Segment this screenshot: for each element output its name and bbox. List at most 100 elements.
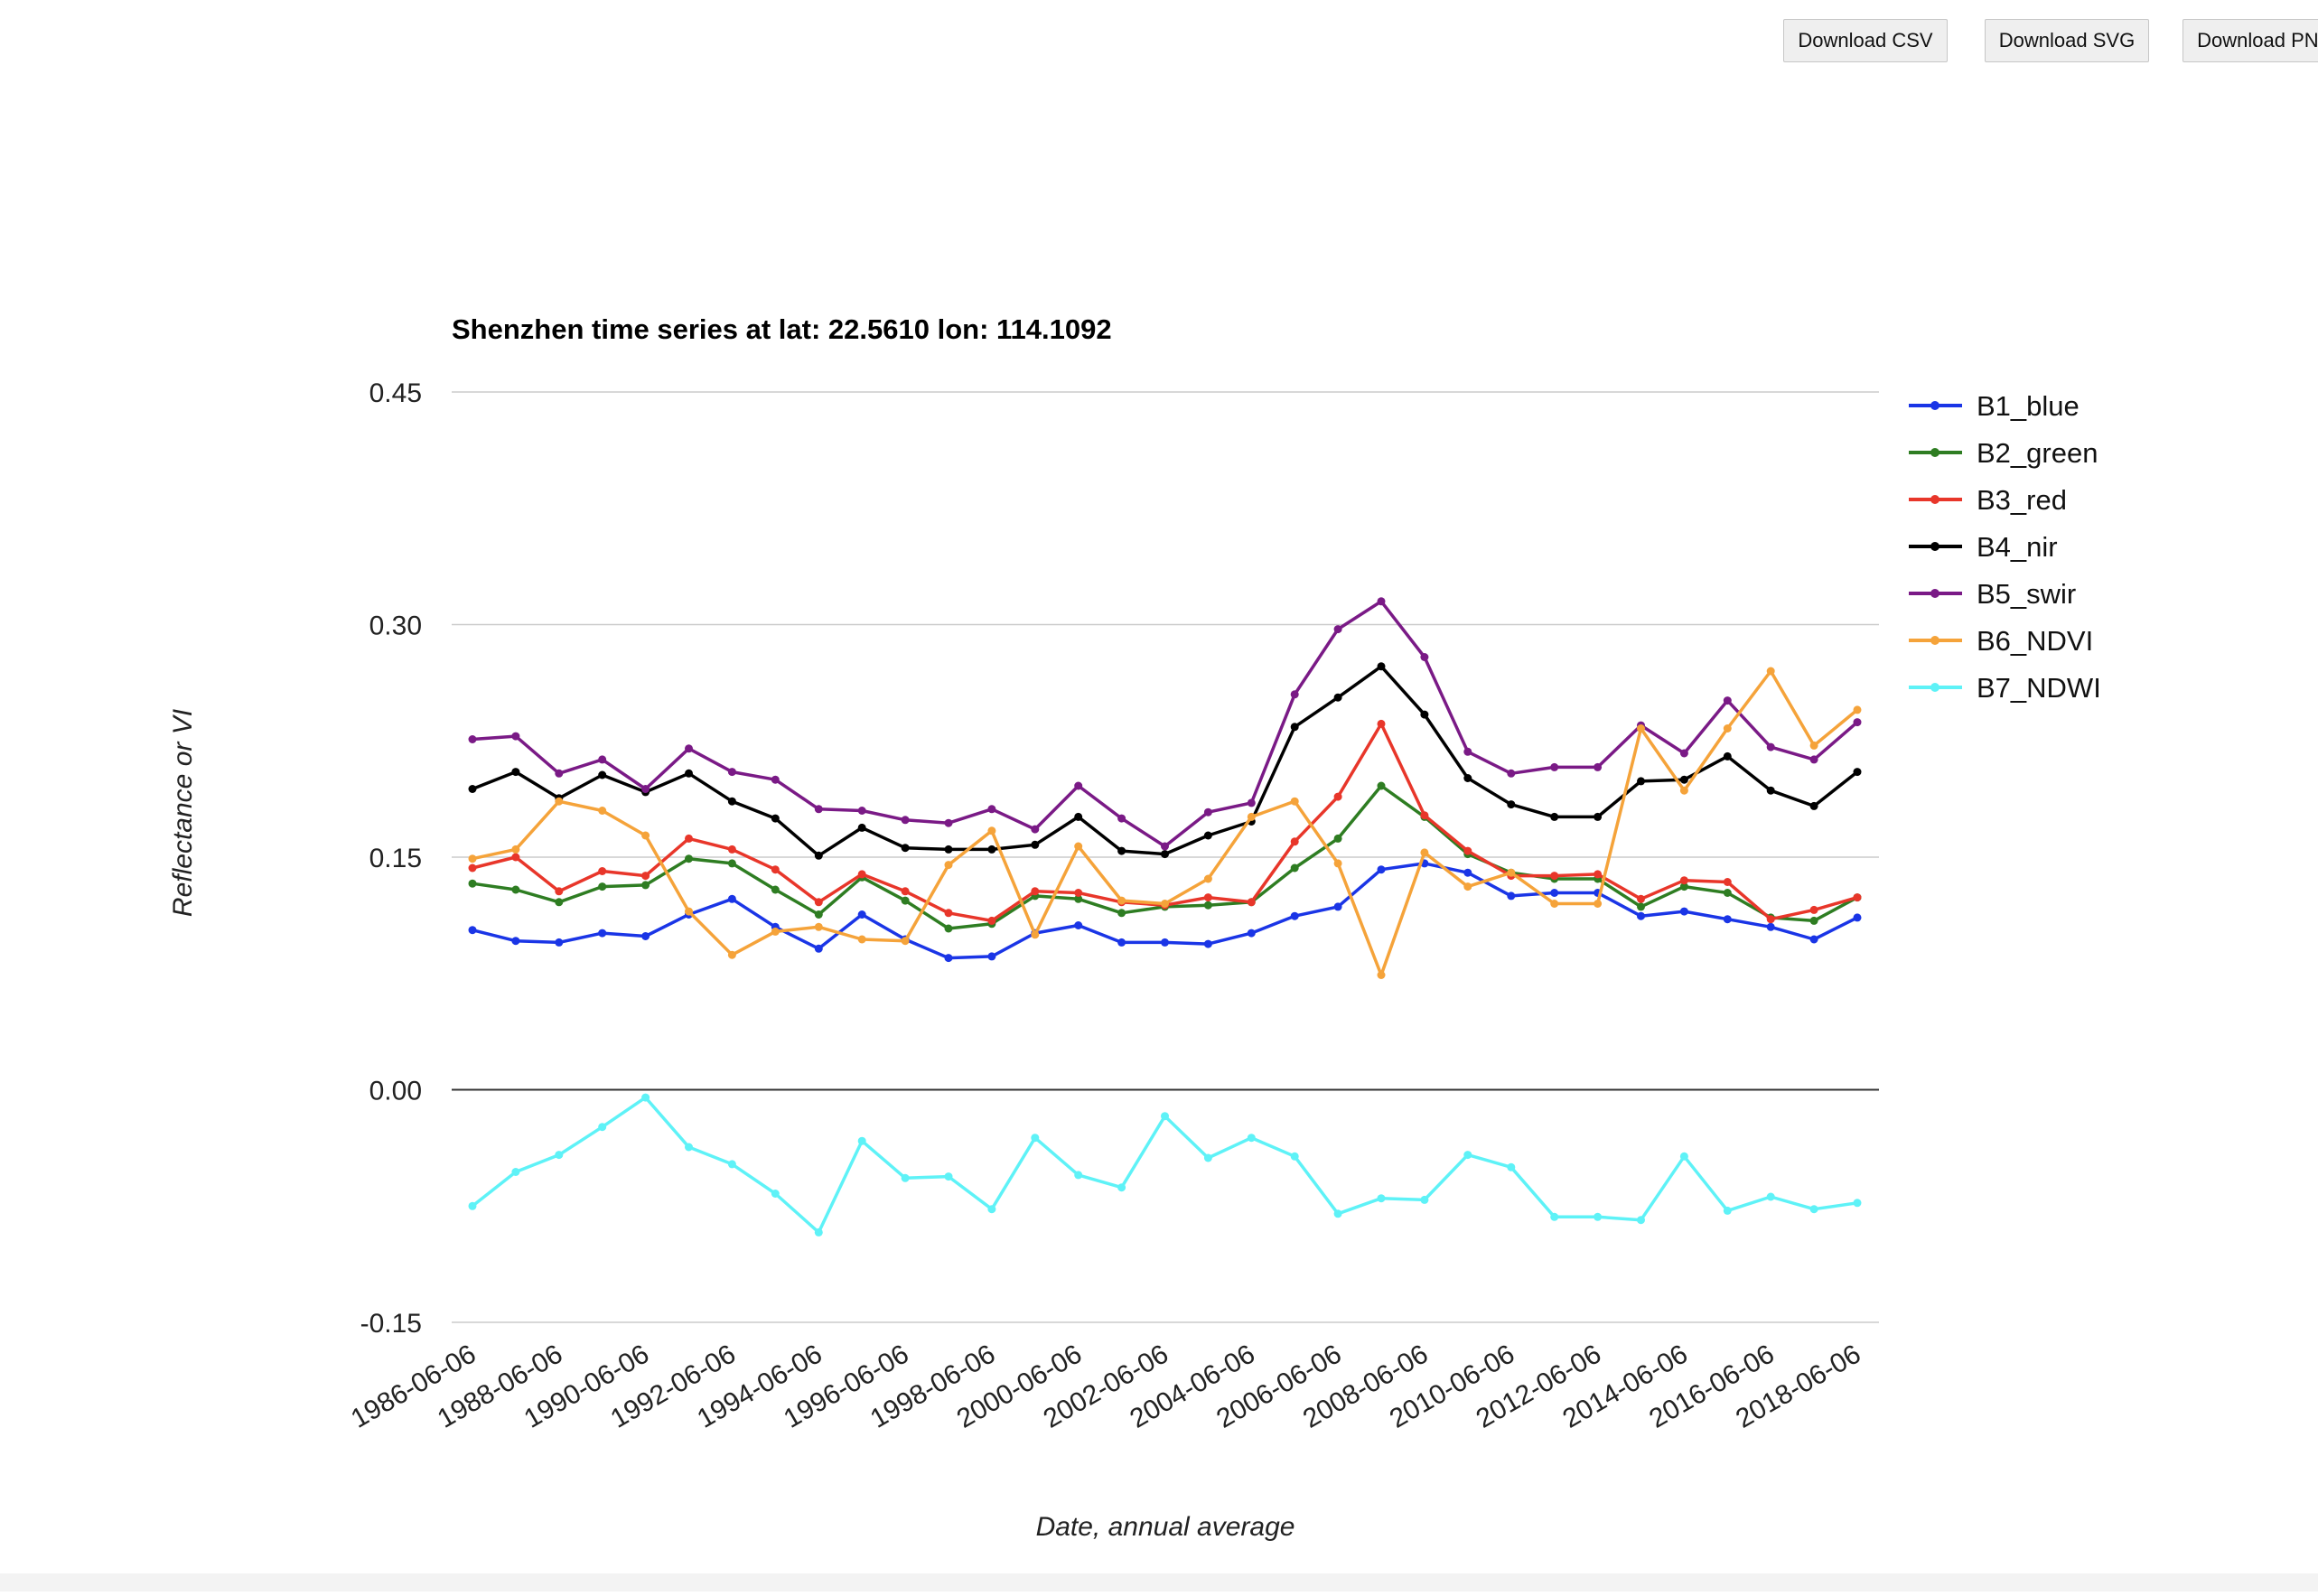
data-point[interactable] [1679, 786, 1688, 795]
data-point[interactable] [1377, 597, 1386, 606]
data-point[interactable] [1766, 786, 1775, 795]
data-point[interactable] [901, 1173, 910, 1182]
data-point[interactable] [1809, 935, 1818, 944]
data-point[interactable] [1637, 894, 1645, 903]
data-point[interactable] [1809, 801, 1818, 810]
legend-item[interactable]: B4_nir [1909, 531, 2058, 563]
data-point[interactable] [1809, 755, 1818, 764]
data-point[interactable] [598, 755, 607, 764]
data-point[interactable] [1031, 840, 1040, 849]
data-point[interactable] [944, 954, 953, 963]
data-point[interactable] [1594, 870, 1603, 879]
data-point[interactable] [1074, 812, 1083, 821]
data-point[interactable] [901, 844, 910, 853]
data-point[interactable] [1420, 848, 1429, 857]
data-point[interactable] [641, 1093, 650, 1102]
data-point[interactable] [641, 785, 650, 793]
data-point[interactable] [944, 818, 953, 827]
data-point[interactable] [1679, 907, 1688, 916]
data-point[interactable] [1550, 1212, 1559, 1221]
data-point[interactable] [1247, 929, 1256, 938]
data-point[interactable] [1550, 872, 1559, 881]
data-point[interactable] [857, 1136, 866, 1145]
legend-item[interactable]: B3_red [1909, 484, 2067, 516]
data-point[interactable] [1463, 747, 1472, 756]
data-point[interactable] [857, 807, 866, 815]
legend-item[interactable]: B2_green [1909, 437, 2098, 469]
data-point[interactable] [1377, 971, 1386, 979]
data-point[interactable] [1117, 814, 1126, 823]
data-point[interactable] [987, 805, 996, 814]
data-point[interactable] [468, 785, 477, 793]
data-point[interactable] [814, 944, 823, 953]
data-point[interactable] [1031, 930, 1040, 939]
data-point[interactable] [1679, 876, 1688, 885]
data-point[interactable] [1550, 889, 1559, 897]
data-point[interactable] [814, 898, 823, 907]
data-point[interactable] [727, 768, 736, 777]
data-point[interactable] [1117, 938, 1126, 947]
data-point[interactable] [1853, 705, 1862, 714]
data-point[interactable] [1117, 846, 1126, 855]
data-point[interactable] [857, 910, 866, 919]
data-point[interactable] [1074, 781, 1083, 790]
data-point[interactable] [1420, 653, 1429, 661]
data-point[interactable] [771, 814, 780, 823]
data-point[interactable] [1594, 1212, 1603, 1221]
data-point[interactable] [1550, 812, 1559, 821]
download-csv-button[interactable]: Download CSV [1783, 19, 1948, 62]
data-point[interactable] [1809, 741, 1818, 750]
data-point[interactable] [1333, 834, 1342, 843]
data-point[interactable] [511, 732, 520, 741]
data-point[interactable] [1853, 768, 1862, 777]
data-point[interactable] [1809, 905, 1818, 914]
data-point[interactable] [857, 935, 866, 944]
data-point[interactable] [1333, 792, 1342, 801]
data-point[interactable] [771, 885, 780, 894]
data-point[interactable] [1333, 693, 1342, 702]
data-point[interactable] [1507, 769, 1516, 778]
data-point[interactable] [598, 807, 607, 815]
data-point[interactable] [1723, 724, 1732, 733]
data-point[interactable] [1203, 893, 1212, 902]
data-point[interactable] [727, 797, 736, 806]
data-point[interactable] [685, 744, 693, 753]
data-point[interactable] [1766, 742, 1775, 751]
legend-item[interactable]: B7_NDWI [1909, 672, 2101, 704]
data-point[interactable] [1679, 882, 1688, 891]
data-point[interactable] [771, 865, 780, 874]
data-point[interactable] [511, 768, 520, 777]
data-point[interactable] [1463, 1151, 1472, 1160]
data-point[interactable] [1203, 1153, 1212, 1162]
data-point[interactable] [685, 1143, 693, 1152]
data-point[interactable] [598, 867, 607, 875]
data-point[interactable] [1377, 865, 1386, 874]
data-point[interactable] [1074, 894, 1083, 903]
data-point[interactable] [1161, 1112, 1169, 1121]
data-point[interactable] [1074, 921, 1083, 929]
data-point[interactable] [814, 922, 823, 931]
data-point[interactable] [1203, 831, 1212, 840]
data-point[interactable] [555, 938, 564, 947]
data-point[interactable] [555, 797, 564, 806]
data-point[interactable] [555, 887, 564, 896]
data-point[interactable] [901, 887, 910, 896]
data-point[interactable] [1679, 775, 1688, 784]
data-point[interactable] [771, 927, 780, 936]
data-point[interactable] [987, 916, 996, 925]
data-point[interactable] [641, 831, 650, 840]
data-point[interactable] [1463, 846, 1472, 855]
data-point[interactable] [1723, 1206, 1732, 1215]
data-point[interactable] [1377, 781, 1386, 790]
data-point[interactable] [1161, 850, 1169, 859]
data-point[interactable] [1766, 922, 1775, 931]
data-point[interactable] [727, 950, 736, 959]
data-point[interactable] [1333, 1209, 1342, 1218]
data-point[interactable] [1117, 1183, 1126, 1192]
data-point[interactable] [1766, 915, 1775, 924]
data-point[interactable] [1809, 1205, 1818, 1214]
data-point[interactable] [944, 924, 953, 933]
data-point[interactable] [1290, 911, 1299, 920]
data-point[interactable] [1377, 662, 1386, 671]
data-point[interactable] [468, 1201, 477, 1210]
